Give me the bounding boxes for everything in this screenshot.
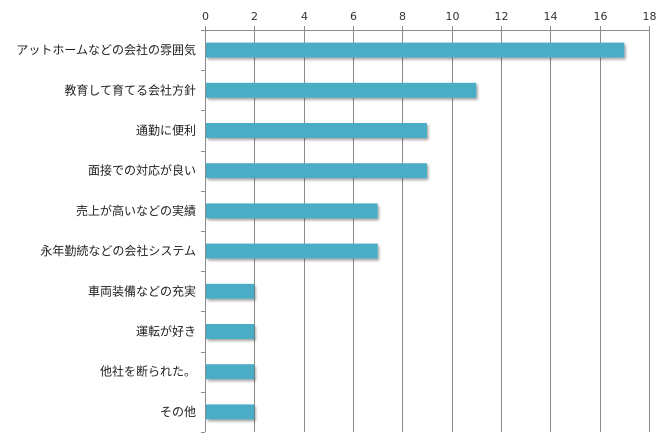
bar — [206, 364, 255, 380]
x-tick-label: 8 — [399, 10, 406, 23]
bar — [206, 42, 625, 58]
x-tick-label: 2 — [251, 10, 258, 23]
category-label: 面接での対応が良い — [88, 163, 196, 178]
category-label: 運転が好き — [136, 324, 196, 339]
bar — [206, 324, 255, 339]
x-tick-labels: 0 2 4 6 8 10 12 14 16 18 — [202, 10, 657, 23]
x-tick-label: 14 — [544, 10, 558, 23]
x-tick-label: 16 — [594, 10, 608, 23]
bar — [206, 404, 255, 420]
category-label: 永年勤続などの会社システム — [40, 243, 196, 258]
category-labels: アットホームなどの会社の雰囲気教育して育てる会社方針通勤に便利面接での対応が良い… — [16, 42, 196, 419]
bar — [206, 123, 427, 138]
bar — [206, 243, 378, 259]
x-tick-label: 12 — [495, 10, 509, 23]
x-tick-label: 10 — [446, 10, 460, 23]
bar — [206, 283, 255, 299]
bar — [206, 163, 427, 179]
x-tick-label: 6 — [350, 10, 357, 23]
x-tick-label: 4 — [301, 10, 308, 23]
category-label: 売上が高いなどの実績 — [76, 203, 196, 218]
category-label: 教育して育てる会社方針 — [64, 82, 196, 97]
bar — [206, 203, 378, 219]
x-tick-label: 0 — [202, 10, 209, 23]
x-tick-label: 18 — [643, 10, 657, 23]
axes — [201, 26, 650, 433]
category-label: その他 — [160, 405, 196, 419]
category-label: 通勤に便利 — [136, 124, 196, 138]
bars — [206, 42, 625, 420]
category-label: アットホームなどの会社の雰囲気 — [16, 42, 196, 57]
bar — [206, 82, 477, 98]
category-label: 他社を断られた。 — [100, 364, 196, 379]
category-label: 車両装備などの充実 — [88, 283, 196, 298]
